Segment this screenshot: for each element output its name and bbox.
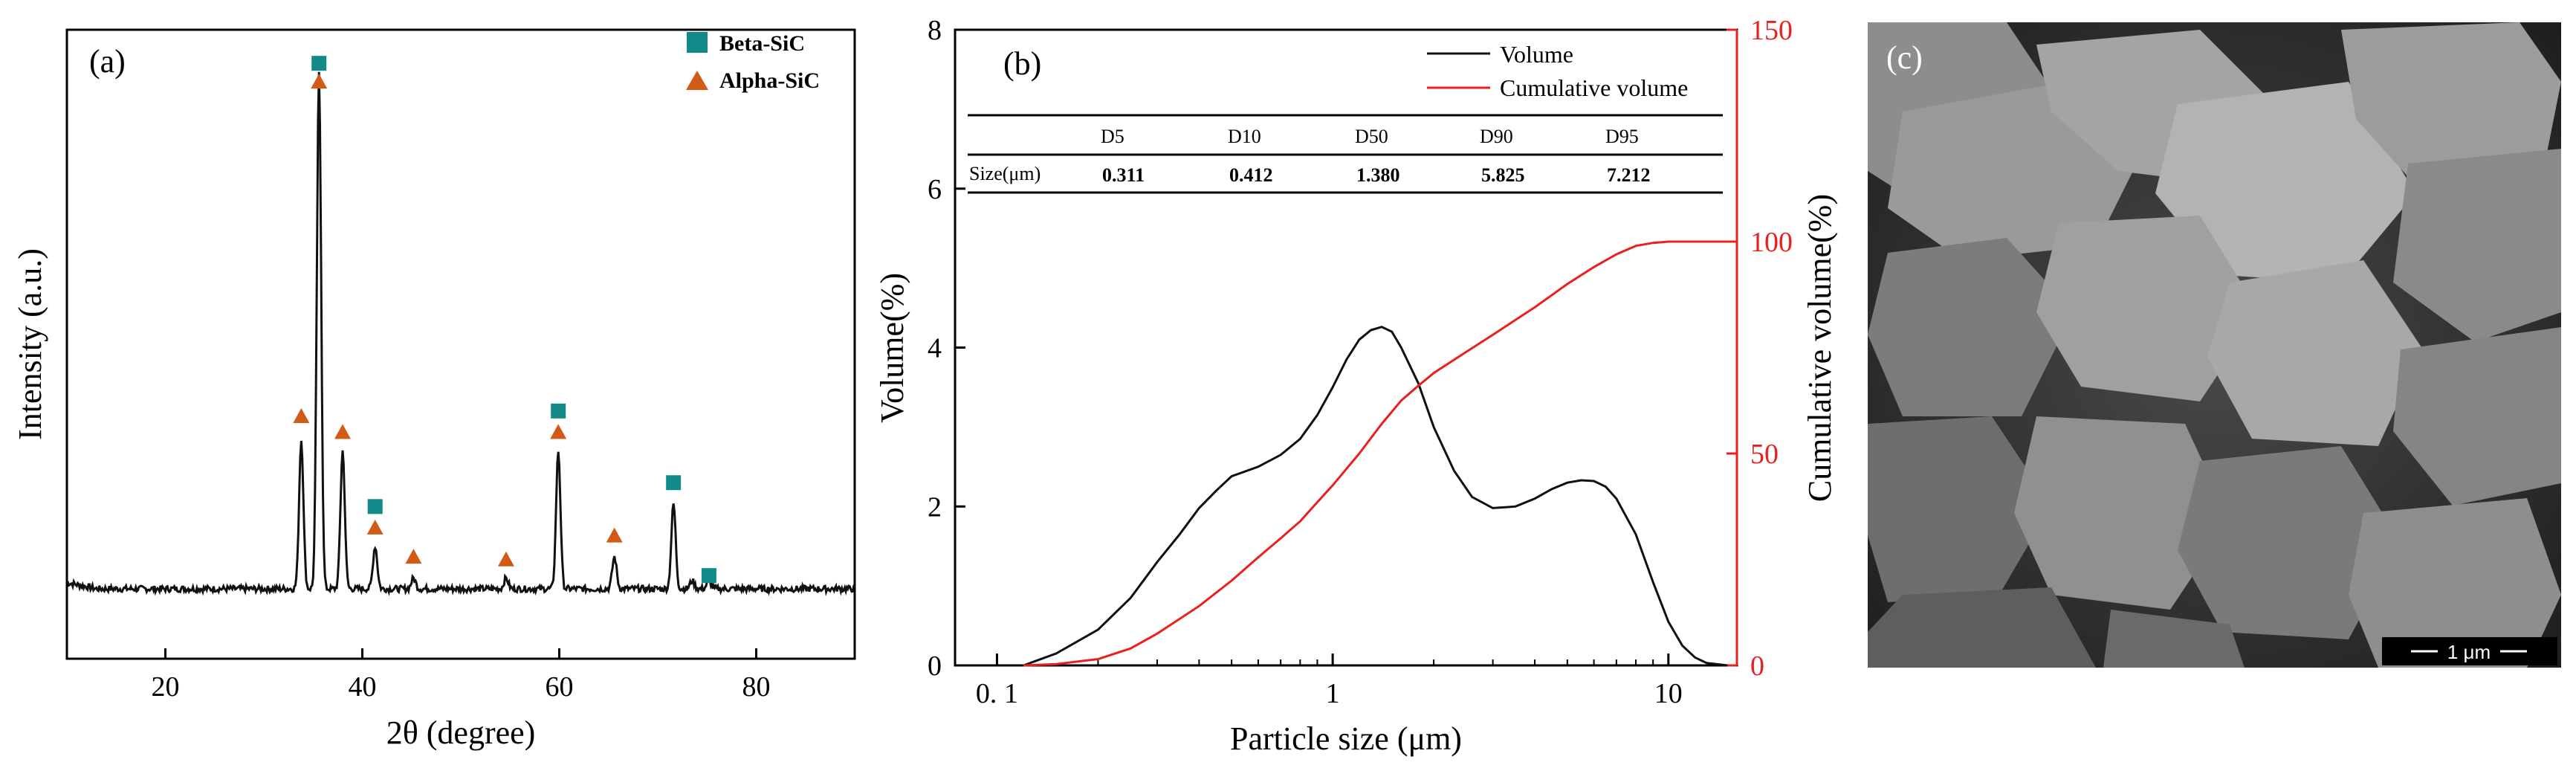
panel-b-left-y-tick-label-3: 6 — [928, 174, 942, 205]
size-distribution-table: D5 D10 D50 D90 D95 Size(μm) 0.311 0.412 … — [968, 114, 1723, 194]
legend-beta-sic-marker — [687, 32, 708, 53]
beta-sic-marker-11 — [666, 475, 682, 491]
legend-volume-label: Volume — [1500, 41, 1573, 68]
panel-b-x-tick-label-0: 0. 1 — [976, 678, 1018, 709]
panel-b-label: (b) — [1003, 45, 1041, 82]
alpha-sic-marker-1 — [311, 74, 328, 89]
table-value-d10: 0.412 — [1229, 164, 1273, 186]
scale-bar-label: 1 μm — [2447, 641, 2491, 663]
alpha-sic-marker-10 — [606, 527, 623, 543]
panel-a-x-tick-label-1: 40 — [349, 671, 377, 703]
table-value-d95: 7.212 — [1607, 164, 1651, 186]
alpha-sic-marker-6 — [405, 549, 422, 564]
table-value-d50: 1.380 — [1356, 164, 1400, 186]
cumulative-volume-series-line — [1023, 240, 1728, 667]
panel-a-x-tick-label-0: 20 — [152, 671, 180, 703]
panel-b-right-y-tick-label-2: 100 — [1750, 227, 1793, 258]
panel-b-right-y-tick-label-0: 0 — [1750, 651, 1764, 682]
panel-b-x-tick-label-2: 10 — [1654, 678, 1683, 709]
volume-series-line — [1023, 326, 1728, 667]
panel-a-x-ticks: 20 40 60 80 — [152, 648, 771, 703]
panel-b-x-ticks: 0. 1 1 10 — [976, 654, 1683, 709]
legend-beta-sic-label: Beta-SiC — [719, 31, 805, 56]
beta-sic-marker-8 — [551, 403, 566, 419]
legend-cumulative-volume-label: Cumulative volume — [1500, 74, 1688, 101]
alpha-sic-marker-9 — [550, 424, 567, 439]
xrd-pattern-line — [66, 71, 855, 596]
table-header-d10: D10 — [1228, 126, 1261, 147]
panel-b-right-y-tick-label-1: 50 — [1750, 439, 1779, 470]
panel-a-x-tick-label-2: 60 — [546, 671, 574, 703]
panel-c-label: (c) — [1886, 39, 1923, 76]
table-header-d90: D90 — [1480, 126, 1513, 147]
panel-b-left-y-tick-label-4: 8 — [928, 15, 942, 46]
panel-a-legend: Beta-SiC Alpha-SiC — [686, 31, 820, 93]
panel-b-left-y-tick-label-1: 2 — [928, 491, 942, 523]
panel-b-left-y-tick-label-2: 4 — [928, 333, 942, 364]
panel-b-left-y-axis-title: Volume(%) — [874, 273, 910, 423]
table-value-d90: 5.825 — [1481, 164, 1525, 186]
panel-a-x-tick-label-3: 80 — [742, 671, 771, 703]
alpha-sic-marker-3 — [334, 424, 351, 439]
panel-a-frame — [65, 28, 856, 660]
panel-c-sem-micrograph: (c) 1 μm — [1868, 22, 2561, 668]
panel-a-x-axis-title: 2θ (degree) — [386, 714, 536, 751]
panel-a-phase-markers — [293, 56, 716, 584]
table-row-label: Size(μm) — [969, 163, 1041, 184]
panel-b-right-y-tick-label-3: 150 — [1750, 15, 1793, 46]
panel-b-legend: Volume Cumulative volume — [1427, 41, 1688, 101]
alpha-sic-marker-2 — [293, 407, 310, 423]
table-header-d95: D95 — [1605, 126, 1639, 147]
panel-b-x-axis-title: Particle size (μm) — [1230, 720, 1462, 757]
panel-a-label: (a) — [89, 43, 126, 80]
table-header-d5: D5 — [1101, 126, 1124, 147]
panel-b-right-y-axis-title: Cumulative volume(%) — [1802, 194, 1838, 502]
panel-a-xrd: (a) 20 40 60 80 2θ (degree) Intensity (a.u.… — [12, 28, 856, 751]
panel-b-right-y-ticks: 0 50 100 150 — [1726, 15, 1793, 682]
panel-b-x-tick-label-1: 1 — [1326, 678, 1340, 709]
alpha-sic-marker-5 — [366, 519, 384, 535]
beta-sic-marker-12 — [701, 568, 716, 584]
legend-alpha-sic-label: Alpha-SiC — [719, 68, 820, 93]
sem-particles — [1868, 22, 2561, 668]
table-value-d5: 0.311 — [1102, 164, 1145, 186]
alpha-sic-marker-7 — [497, 551, 514, 567]
panel-b-left-y-tick-label-0: 0 — [928, 651, 942, 682]
beta-sic-marker-4 — [367, 499, 383, 514]
legend-alpha-sic-marker — [686, 71, 708, 90]
panel-a-y-axis-title: Intensity (a.u.) — [12, 248, 48, 440]
table-header-d50: D50 — [1355, 126, 1388, 147]
panel-b-left-y-ticks: 0 2 4 6 8 — [928, 15, 965, 682]
panel-b-particle-size: (b) 0 2 4 6 8 0 50 100 150 0. 1 1 10 Particle siz… — [874, 15, 1838, 757]
beta-sic-marker-0 — [311, 56, 327, 71]
